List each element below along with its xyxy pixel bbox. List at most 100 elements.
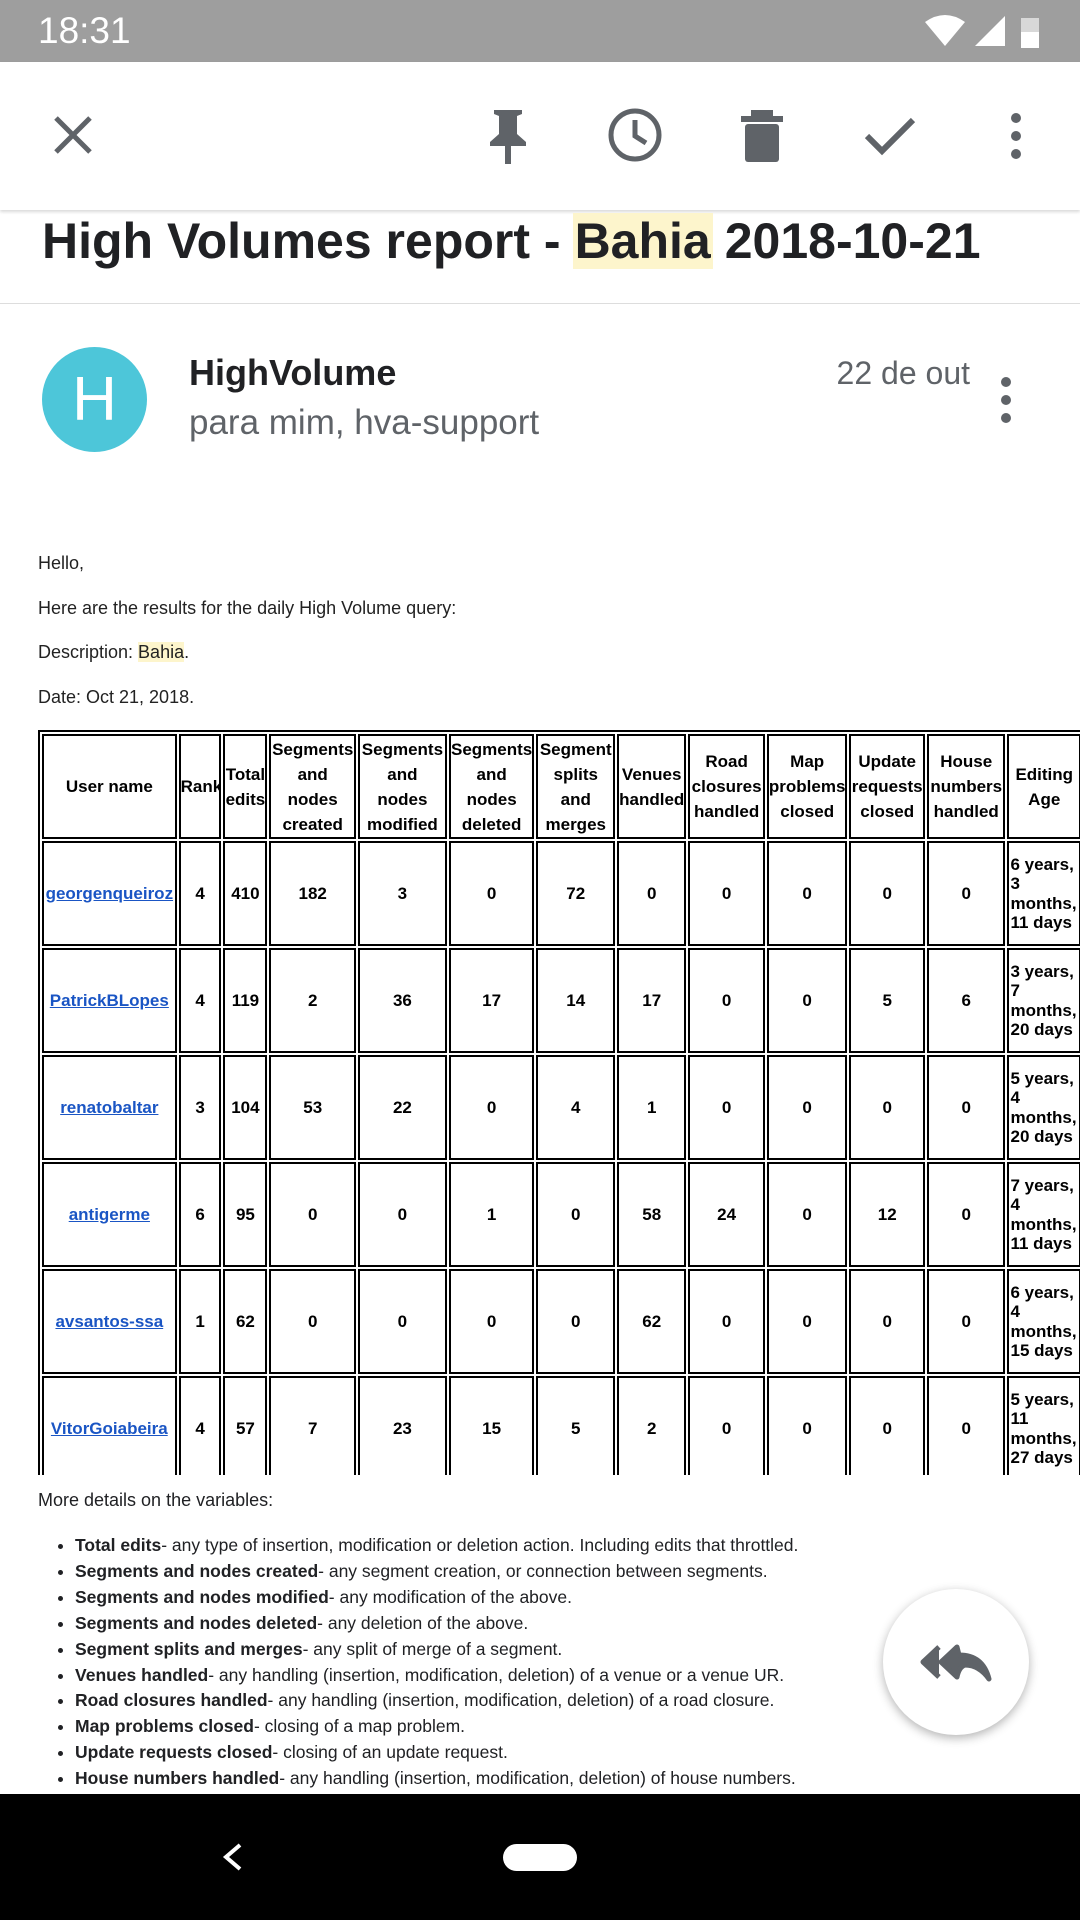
value-cell: 6 — [926, 948, 1006, 1053]
value-cell: 182 — [269, 841, 357, 946]
user-link[interactable]: renatobaltar — [60, 1098, 159, 1117]
value-cell: 0 — [688, 1269, 765, 1374]
details-item: Segments and nodes created- any segment … — [75, 1559, 1075, 1585]
term-description: - any segment creation, or connection be… — [318, 1560, 768, 1581]
reply-all-button[interactable] — [883, 1589, 1029, 1735]
user-cell: antigerme — [42, 1162, 177, 1267]
details-heading: More details on the variables: — [38, 1490, 274, 1510]
value-cell: 5 — [536, 1376, 616, 1475]
term-description: - closing of a map problem. — [253, 1716, 466, 1737]
value-cell: 23 — [358, 1376, 447, 1475]
value-cell: 0 — [688, 841, 765, 946]
details-item: Venues handled- any handling (insertion,… — [75, 1663, 1075, 1689]
table-row: georgenqueiroz 4 410 182 3 0 72 0 0 0 0 0 6 years, 3… — [42, 841, 1080, 946]
description-label: Description: — [38, 642, 134, 662]
value-cell: 0 — [766, 1376, 848, 1475]
value-cell: 0 — [766, 948, 848, 1053]
avatar[interactable]: H — [42, 347, 147, 452]
term: Segment splits and merges — [75, 1638, 303, 1659]
subject-text: High Volumes report - — [42, 213, 561, 269]
value-cell: 22 — [358, 1055, 447, 1160]
value-cell: 0 — [926, 1269, 1006, 1374]
table-container: User name Rank Total edits Segments and nod… — [38, 730, 1080, 1475]
intro: Here are the results for the daily High … — [38, 598, 457, 618]
value-cell: 58 — [617, 1162, 687, 1267]
details-item: Update requests closed- closing of an up… — [75, 1740, 1075, 1766]
value-cell: 17 — [448, 948, 535, 1053]
close-button[interactable] — [50, 112, 96, 158]
value-cell: 95 — [223, 1162, 268, 1267]
term: Segments and nodes modified — [75, 1586, 329, 1607]
message-date: 22 de out — [836, 355, 970, 391]
editing-age-cell: 5 years, 4 months, 20 days — [1007, 1055, 1080, 1160]
details-item: Segment splits and merges- any split of … — [75, 1637, 1075, 1663]
table-head: User name Rank Total edits Segments and nod… — [42, 734, 1080, 839]
editing-age-cell: 6 years, 3 months, 11 days — [1007, 841, 1080, 946]
details-item: Map problems closed- closing of a map pr… — [75, 1714, 1075, 1740]
editing-age-cell: 6 years, 4 months, 15 days — [1007, 1269, 1080, 1374]
details-item: Road closures handled- any handling (ins… — [75, 1688, 1075, 1714]
term: Map problems closed — [75, 1716, 254, 1737]
reply-all-icon — [920, 1644, 992, 1682]
greeting: Hello, — [38, 553, 85, 573]
details-item: House numbers handled- any handling (ins… — [75, 1766, 1075, 1792]
term-description: - any handling (insertion, modification,… — [208, 1664, 785, 1685]
user-cell: georgenqueiroz — [42, 841, 177, 946]
value-cell: 0 — [766, 1269, 848, 1374]
recipients[interactable]: para mim, hva-support — [189, 403, 540, 442]
sender-name: HighVolume — [189, 352, 397, 393]
value-cell: 15 — [448, 1376, 535, 1475]
column-header: House numbers handled — [926, 734, 1006, 839]
value-cell: 1 — [178, 1269, 222, 1374]
term-description: - any modification of the above. — [328, 1586, 572, 1607]
user-cell: PatrickBLopes — [42, 948, 177, 1053]
term: Segments and nodes created — [75, 1560, 319, 1581]
term: Segments and nodes deleted — [75, 1612, 318, 1633]
snooze-button[interactable] — [606, 106, 664, 164]
subject-text: 2018-10-21 — [724, 213, 981, 269]
toolbar — [0, 62, 1080, 210]
back-button[interactable] — [220, 1842, 244, 1872]
results-table: User name Rank Total edits Segments and nod… — [38, 730, 1080, 1475]
value-cell: 0 — [688, 1376, 765, 1475]
value-cell: 62 — [617, 1269, 687, 1374]
value-cell: 1 — [448, 1162, 535, 1267]
pin-button[interactable] — [484, 108, 532, 164]
value-cell: 0 — [688, 1055, 765, 1160]
details-item: Segments and nodes deleted- any deletion… — [75, 1611, 1075, 1637]
value-cell: 0 — [617, 841, 687, 946]
term-description: - any split of merge of a segment. — [302, 1638, 563, 1659]
status-bar: 18:31 — [0, 0, 1080, 62]
column-header: Segments and nodes deleted — [448, 734, 535, 839]
value-cell: 0 — [536, 1162, 616, 1267]
column-header: Rank — [178, 734, 222, 839]
value-cell: 0 — [849, 1269, 925, 1374]
column-header: User name — [42, 734, 177, 839]
value-cell: 0 — [926, 1055, 1006, 1160]
user-link[interactable]: PatrickBLopes — [49, 991, 169, 1010]
user-link[interactable]: avsantos-ssa — [55, 1312, 164, 1331]
user-link[interactable]: VitorGoiabeira — [50, 1419, 168, 1438]
table-row: renatobaltar 3 104 53 22 0 4 1 0 0 0 0 5 years, 4 mo… — [42, 1055, 1080, 1160]
value-cell: 3 — [178, 1055, 222, 1160]
value-cell: 0 — [536, 1269, 616, 1374]
value-cell: 0 — [269, 1269, 357, 1374]
value-cell: 0 — [926, 841, 1006, 946]
more-button[interactable] — [1006, 112, 1026, 160]
user-cell: renatobaltar — [42, 1055, 177, 1160]
term-description: - closing of an update request. — [272, 1742, 508, 1763]
clock: 18:31 — [38, 10, 131, 51]
term: Total edits — [75, 1535, 162, 1555]
value-cell: 53 — [269, 1055, 357, 1160]
column-header: Segments and nodes modified — [358, 734, 447, 839]
user-link[interactable]: georgenqueiroz — [45, 884, 174, 903]
user-link[interactable]: antigerme — [68, 1205, 150, 1224]
home-button[interactable] — [503, 1844, 577, 1871]
column-header: Update requests closed — [849, 734, 925, 839]
delete-button[interactable] — [741, 110, 783, 162]
user-cell: VitorGoiabeira — [42, 1376, 177, 1475]
message-more-button[interactable] — [996, 376, 1016, 424]
value-cell: 0 — [269, 1162, 357, 1267]
done-button[interactable] — [864, 116, 916, 156]
editing-age-cell: 5 years, 11 months, 27 days — [1007, 1376, 1080, 1475]
